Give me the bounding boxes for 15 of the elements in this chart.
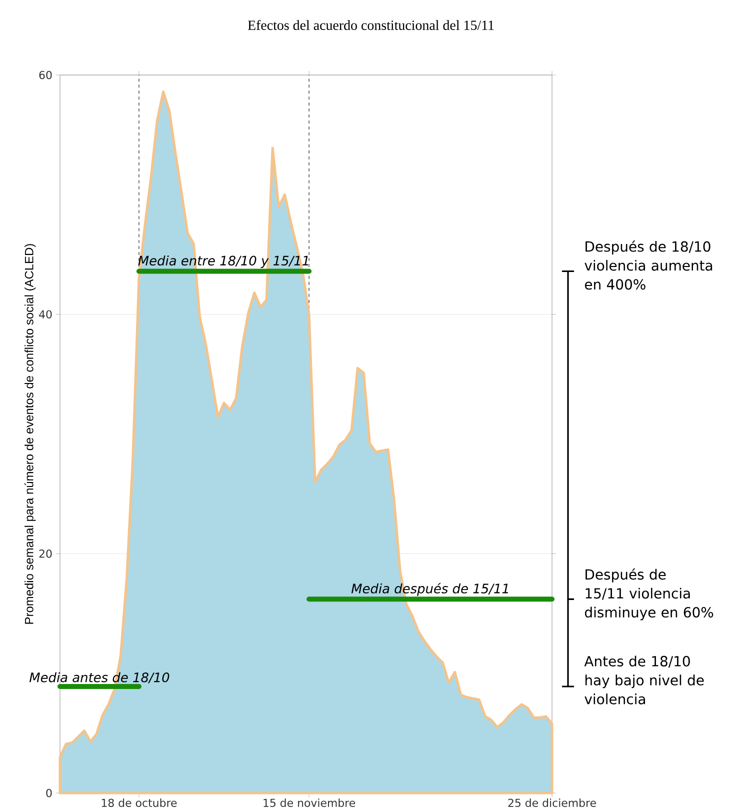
series-label: Media después de 15/11 [351,582,508,596]
y-tick-label: 40 [39,310,52,318]
text: Después de 18/10 violencia aumenta en 400% [584,240,712,290]
chart-title: Efectos del acuerdo constitucional del 15/11 [248,20,494,30]
x-tick-label: 25 de diciembre [508,798,596,808]
y-tick-label: 0 [46,788,52,798]
y-axis-title: Promedio semanal para número de eventos de conflicto social (ACLED) [24,244,36,624]
text: Antes de 18/10 hay bajo nivel de violencia [584,656,704,704]
x-tick-label: 18 de octubre [102,798,177,808]
series-label: Media entre 18/10 y 15/11 [138,256,308,268]
x-tick-label: 15 de noviembre [264,798,356,808]
text: Después de 15/11 violencia disminuye en 60% [584,568,714,620]
y-tick-label: 20 [39,550,52,558]
y-tick-label: 60 [39,70,52,80]
series-label: Media antes de 18/10 [29,672,170,684]
